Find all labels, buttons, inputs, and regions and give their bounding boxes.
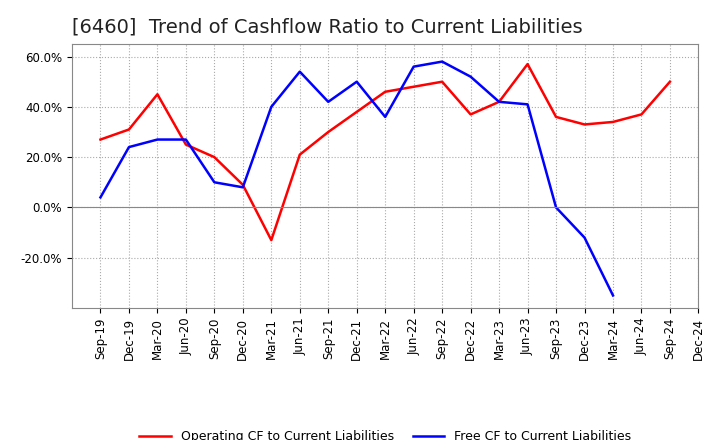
Free CF to Current Liabilities	[552, 205, 560, 210]
Free CF to Current Liabilities	[410, 64, 418, 69]
Operating CF to Current Liabilities	[153, 92, 162, 97]
Operating CF to Current Liabilities	[238, 182, 247, 187]
Operating CF to Current Liabilities	[295, 152, 304, 157]
Operating CF to Current Liabilities	[96, 137, 105, 142]
Operating CF to Current Liabilities	[181, 142, 190, 147]
Operating CF to Current Liabilities	[410, 84, 418, 89]
Free CF to Current Liabilities	[608, 293, 617, 298]
Operating CF to Current Liabilities	[665, 79, 674, 84]
Operating CF to Current Liabilities	[125, 127, 133, 132]
Free CF to Current Liabilities	[352, 79, 361, 84]
Operating CF to Current Liabilities	[381, 89, 390, 95]
Operating CF to Current Liabilities	[495, 99, 503, 104]
Free CF to Current Liabilities	[153, 137, 162, 142]
Operating CF to Current Liabilities	[438, 79, 446, 84]
Free CF to Current Liabilities	[181, 137, 190, 142]
Free CF to Current Liabilities	[295, 69, 304, 74]
Free CF to Current Liabilities	[495, 99, 503, 104]
Free CF to Current Liabilities	[467, 74, 475, 79]
Legend: Operating CF to Current Liabilities, Free CF to Current Liabilities: Operating CF to Current Liabilities, Fre…	[135, 425, 636, 440]
Free CF to Current Liabilities	[210, 180, 219, 185]
Free CF to Current Liabilities	[324, 99, 333, 104]
Free CF to Current Liabilities	[96, 195, 105, 200]
Free CF to Current Liabilities	[580, 235, 589, 240]
Free CF to Current Liabilities	[523, 102, 532, 107]
Operating CF to Current Liabilities	[324, 129, 333, 135]
Operating CF to Current Liabilities	[608, 119, 617, 125]
Free CF to Current Liabilities	[438, 59, 446, 64]
Operating CF to Current Liabilities	[467, 112, 475, 117]
Free CF to Current Liabilities	[267, 104, 276, 110]
Operating CF to Current Liabilities	[523, 62, 532, 67]
Operating CF to Current Liabilities	[210, 154, 219, 160]
Operating CF to Current Liabilities	[552, 114, 560, 120]
Free CF to Current Liabilities	[381, 114, 390, 120]
Operating CF to Current Liabilities	[267, 238, 276, 243]
Text: [6460]  Trend of Cashflow Ratio to Current Liabilities: [6460] Trend of Cashflow Ratio to Curren…	[72, 18, 582, 37]
Free CF to Current Liabilities	[238, 185, 247, 190]
Operating CF to Current Liabilities	[580, 122, 589, 127]
Line: Operating CF to Current Liabilities: Operating CF to Current Liabilities	[101, 64, 670, 240]
Free CF to Current Liabilities	[125, 144, 133, 150]
Line: Free CF to Current Liabilities: Free CF to Current Liabilities	[101, 62, 613, 295]
Operating CF to Current Liabilities	[637, 112, 646, 117]
Operating CF to Current Liabilities	[352, 109, 361, 114]
